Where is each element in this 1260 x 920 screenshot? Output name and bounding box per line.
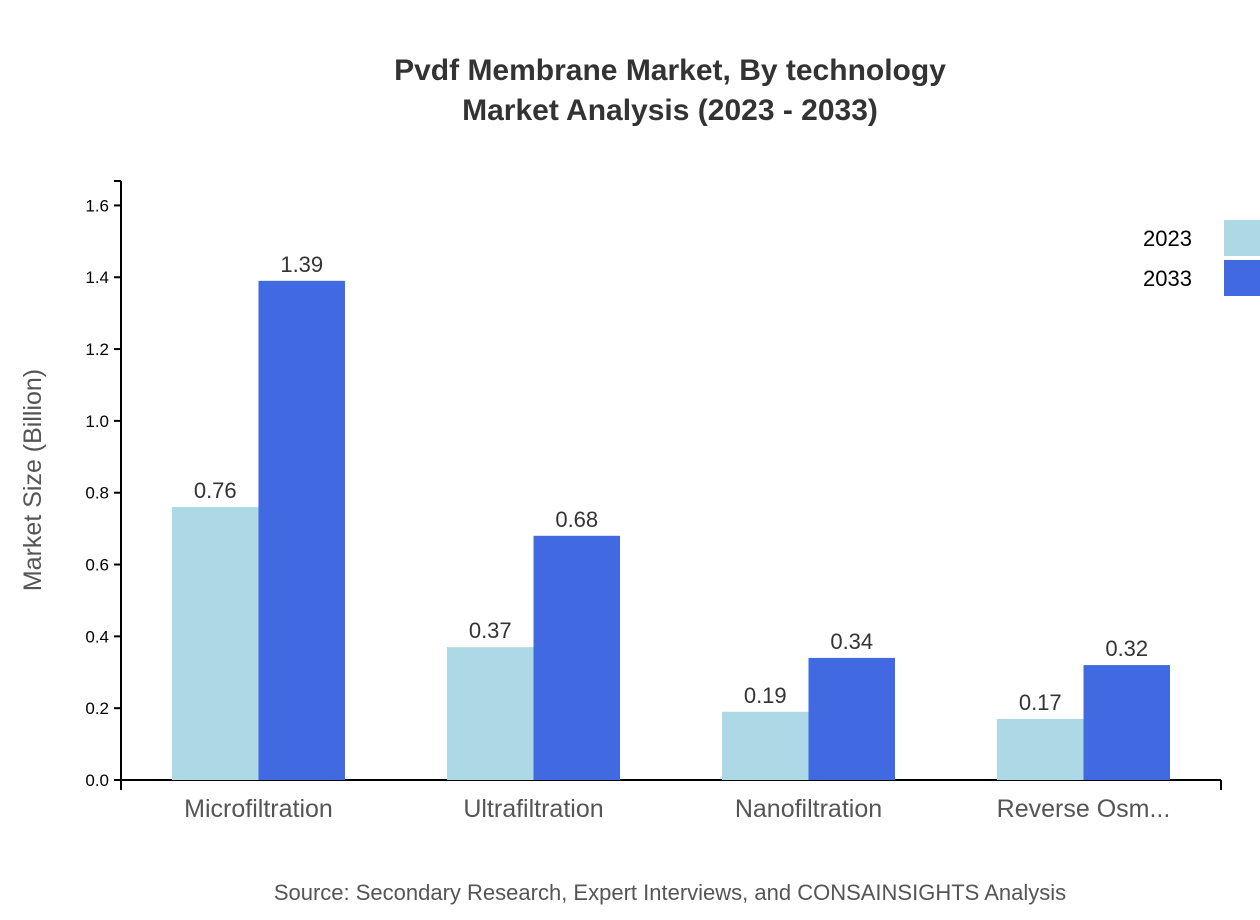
bar-2023 bbox=[997, 718, 1084, 780]
data-label: 1.39 bbox=[280, 252, 323, 277]
y-tick-label: 1.2 bbox=[85, 340, 109, 359]
y-tick-label: 0.0 bbox=[85, 771, 109, 790]
bars: 0.76 1.39 0.37 0.68 0.19 0.34 0.17 0.32 bbox=[172, 252, 1170, 780]
bar-2033 bbox=[808, 657, 895, 780]
bar-2033 bbox=[258, 280, 345, 780]
y-tick-label: 0.2 bbox=[85, 699, 109, 718]
bar-2023 bbox=[172, 507, 259, 780]
chart-title: Pvdf Membrane Market, By technology bbox=[394, 54, 946, 87]
bar-2033 bbox=[533, 535, 620, 780]
bar-2033 bbox=[1083, 665, 1170, 780]
y-tick-label: 0.4 bbox=[85, 627, 109, 646]
x-tick-label: Reverse Osm... bbox=[997, 795, 1171, 823]
bar-2023 bbox=[447, 647, 534, 780]
y-tick-label: 1.4 bbox=[85, 268, 109, 287]
y-tick-label: 0.8 bbox=[85, 484, 109, 503]
legend-swatch-2023 bbox=[1224, 220, 1260, 256]
data-label: 0.17 bbox=[1019, 690, 1062, 715]
legend-label: 2023 bbox=[1143, 226, 1192, 251]
data-label: 0.19 bbox=[744, 683, 787, 708]
x-tick-label: Ultrafiltration bbox=[463, 795, 603, 823]
source-note: Source: Secondary Research, Expert Inter… bbox=[274, 880, 1066, 905]
y-tick-label: 1.0 bbox=[85, 412, 109, 431]
bar-2023 bbox=[722, 711, 809, 780]
legend-label: 2033 bbox=[1143, 266, 1192, 291]
legend-swatch-2033 bbox=[1224, 260, 1260, 296]
data-label: 0.76 bbox=[194, 478, 237, 503]
chart-subtitle: Market Analysis (2023 - 2033) bbox=[462, 94, 878, 127]
x-axis: Microfiltration Ultrafiltration Nanofiltra… bbox=[120, 779, 1222, 823]
x-tick-label: Microfiltration bbox=[184, 795, 333, 823]
y-axis-label: Market Size (Billion) bbox=[19, 369, 47, 591]
data-label: 0.32 bbox=[1105, 636, 1148, 661]
y-tick-label: 1.6 bbox=[85, 196, 109, 215]
legend: 2023 2033 bbox=[1143, 220, 1260, 296]
y-tick-label: 0.6 bbox=[85, 556, 109, 575]
data-label: 0.34 bbox=[830, 629, 873, 654]
y-axis: 0.0 0.2 0.4 0.6 0.8 1.0 1.2 1.4 1.6 bbox=[85, 180, 122, 790]
x-tick-label: Nanofiltration bbox=[735, 795, 882, 823]
data-label: 0.37 bbox=[469, 618, 512, 643]
data-label: 0.68 bbox=[555, 507, 598, 532]
